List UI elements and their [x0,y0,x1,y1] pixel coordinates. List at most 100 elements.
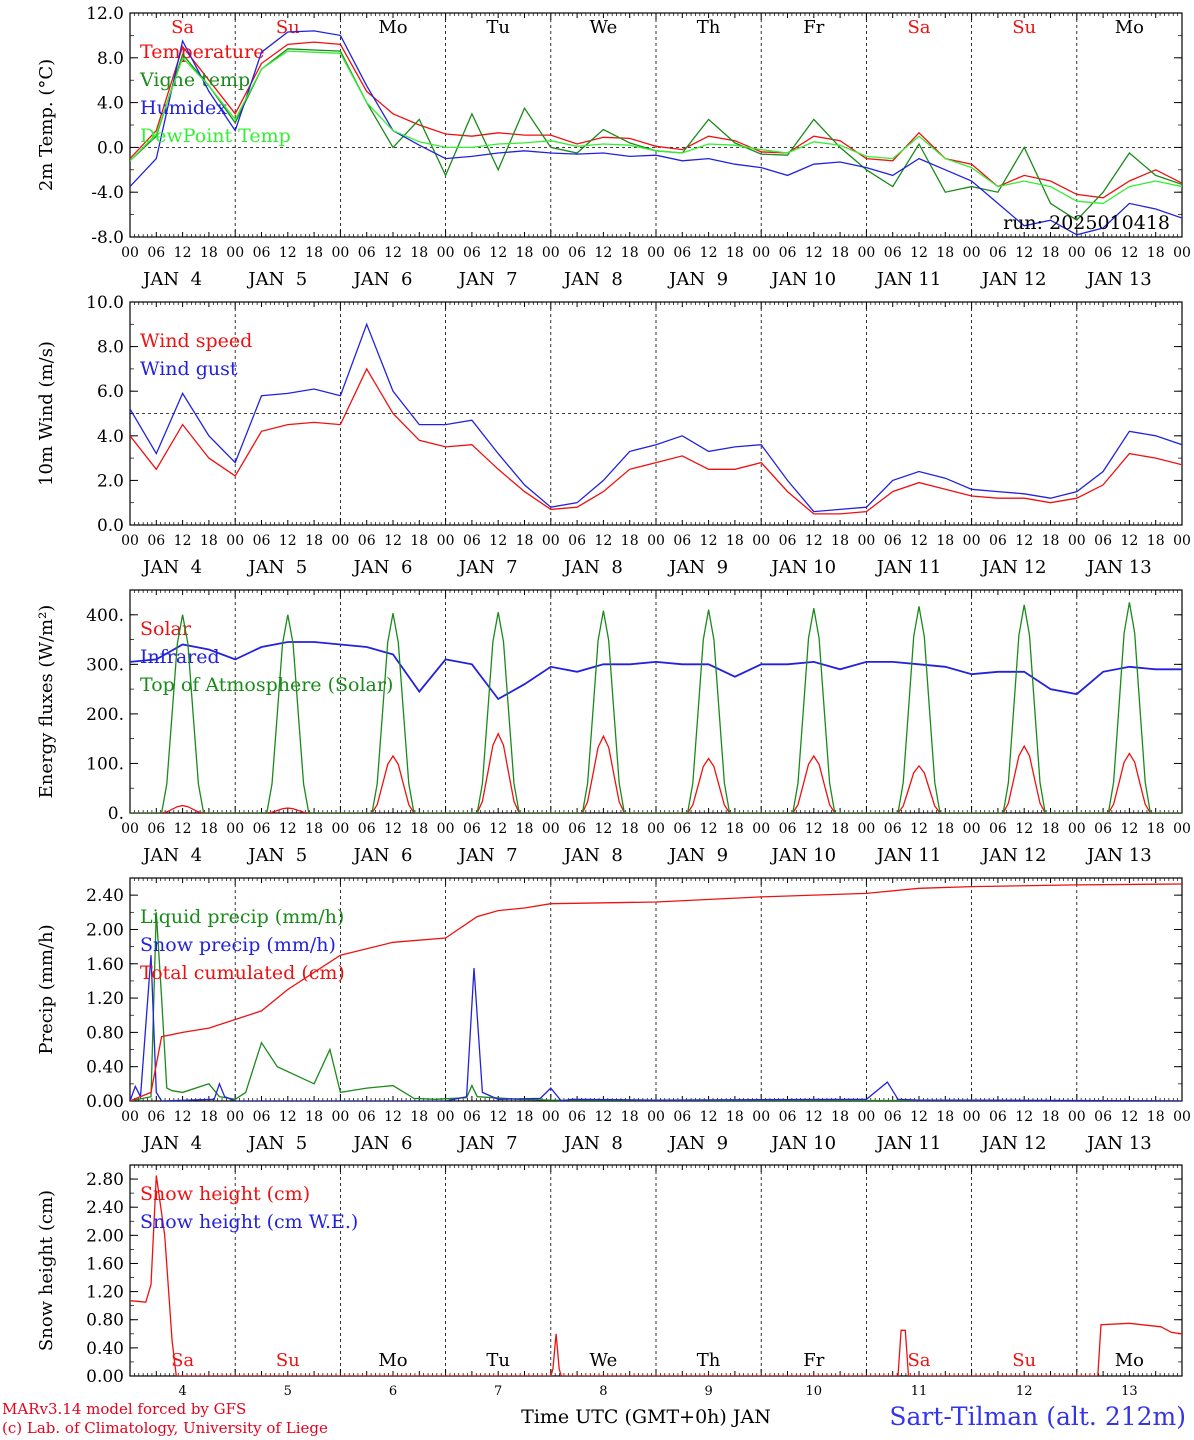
hour-tick-label: 12 [1120,821,1138,837]
hour-tick-label: 00 [437,245,455,261]
hour-tick-label: 12 [489,1109,507,1125]
series-line [130,955,1182,1101]
hour-tick-label: 00 [437,533,455,549]
hour-tick-label: 18 [726,821,744,837]
day-label: JAN 4 [141,1133,202,1154]
day-label: JAN 8 [562,269,623,290]
weekday-label: Su [276,1350,300,1371]
hour-tick-label: 00 [1068,533,1086,549]
day-label: JAN 6 [352,557,413,578]
y-axis-title: 2m Temp. (°C) [36,59,57,191]
hour-tick-label: 00 [1173,533,1191,549]
hour-tick-label: 12 [805,821,823,837]
hour-tick-label: 00 [963,821,981,837]
station-name: Sart-Tilman (alt. 212m) [889,1402,1186,1431]
y-tick-label: 1.20 [86,989,124,1009]
hour-tick-label: 00 [331,1109,349,1125]
hour-tick-label: 06 [673,245,691,261]
hour-tick-label: 12 [1120,1109,1138,1125]
model-credit: MARv3.14 model forced by GFS (c) Lab. of… [2,1400,328,1438]
legend-entry: Infrared [140,646,220,668]
y-tick-label: 300. [86,655,124,675]
hour-tick-label: 00 [226,821,244,837]
hour-tick-label: 12 [805,533,823,549]
panel-4: 0.00 0.40 0.80 1.20 1.60 2.00 2.40 Precip (mm/h… [36,877,1191,1154]
hour-tick-label: 12 [594,533,612,549]
hour-tick-label: 06 [673,533,691,549]
day-number-label: 6 [389,1384,397,1399]
weekday-label: Mo [1115,17,1144,38]
series-line [130,732,1182,813]
hour-tick-label: 06 [147,821,165,837]
hour-tick-label: 18 [516,1109,534,1125]
hour-tick-label: 06 [147,245,165,261]
hour-tick-label: 12 [489,533,507,549]
day-label: JAN 13 [1085,845,1152,866]
hour-tick-label: 18 [1147,1109,1165,1125]
legend-entry: Humidex [140,97,227,119]
model-credit-line-2: (c) Lab. of Climatology, University of L… [2,1419,328,1437]
day-label: JAN 12 [980,557,1047,578]
y-tick-label: 0.0 [97,138,124,158]
series-line [130,50,1182,205]
hour-tick-label: 06 [253,1109,271,1125]
hour-tick-label: 18 [621,245,639,261]
hour-tick-label: 06 [779,1109,797,1125]
day-label: JAN 13 [1085,1133,1152,1154]
hour-tick-label: 12 [384,1109,402,1125]
y-tick-label: 1.20 [86,1283,124,1303]
hour-tick-label: 00 [857,821,875,837]
hour-tick-label: 12 [1015,821,1033,837]
hour-tick-label: 00 [857,533,875,549]
day-number-label: 9 [704,1384,712,1399]
day-number-label: 10 [806,1384,823,1399]
day-label: JAN 12 [980,1133,1047,1154]
hour-tick-label: 12 [279,533,297,549]
hour-tick-label: 00 [121,245,139,261]
hour-tick-label: 00 [857,245,875,261]
hour-tick-label: 12 [1015,533,1033,549]
hour-tick-label: 12 [805,1109,823,1125]
y-tick-label: 2.40 [86,1198,124,1218]
y-tick-label: 0.80 [86,1023,124,1043]
weekday-label: Sa [907,1350,930,1371]
hour-tick-label: 12 [910,245,928,261]
series-line [130,41,1182,199]
hour-tick-label: 06 [779,533,797,549]
day-label: JAN 6 [352,845,413,866]
day-label: JAN 10 [770,845,837,866]
y-tick-label: 0.80 [86,1311,124,1331]
day-label: JAN 6 [352,1133,413,1154]
hour-tick-label: 12 [910,1109,928,1125]
hour-tick-label: 12 [279,821,297,837]
day-label: JAN 9 [667,269,728,290]
hour-tick-label: 06 [358,1109,376,1125]
weekday-label: We [590,1350,618,1371]
day-label: JAN 4 [141,845,202,866]
y-tick-label: 0. [108,804,124,824]
hour-tick-label: 06 [1094,1109,1112,1125]
hour-tick-label: 18 [305,821,323,837]
hour-tick-label: 06 [463,245,481,261]
y-axis-title: Precip (mm/h) [36,924,57,1054]
hour-tick-label: 00 [1173,245,1191,261]
hour-tick-label: 06 [884,821,902,837]
day-number-label: 11 [911,1384,928,1399]
hour-tick-label: 18 [621,1109,639,1125]
hour-tick-label: 12 [1120,533,1138,549]
hour-tick-label: 00 [1068,1109,1086,1125]
hour-tick-label: 18 [200,533,218,549]
hour-tick-label: 00 [542,1109,560,1125]
hour-tick-label: 06 [358,245,376,261]
hour-tick-label: 18 [1147,821,1165,837]
hour-tick-label: 00 [752,1109,770,1125]
hour-tick-label: 00 [752,533,770,549]
hour-tick-label: 06 [779,245,797,261]
hour-tick-label: 06 [884,245,902,261]
day-label: JAN 9 [667,557,728,578]
hour-tick-label: 12 [594,245,612,261]
hour-tick-label: 12 [700,245,718,261]
hour-tick-label: 18 [831,1109,849,1125]
hour-tick-label: 18 [726,533,744,549]
y-tick-label: -8.0 [91,228,124,248]
